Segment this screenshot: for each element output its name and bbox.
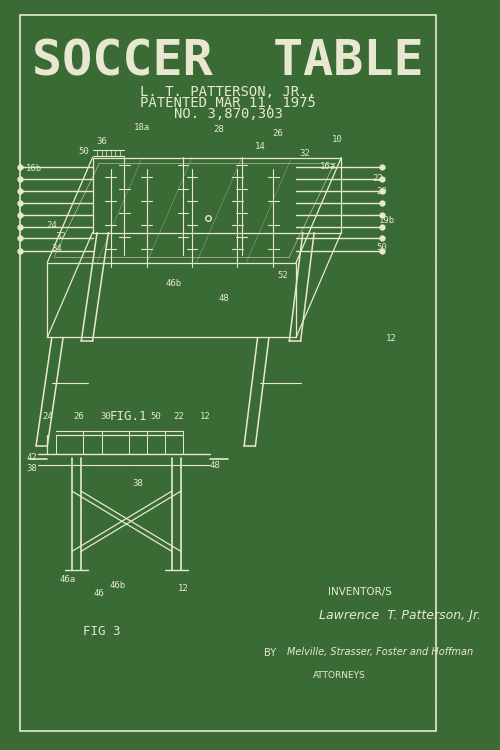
Text: 38: 38 (26, 464, 37, 473)
Text: ATTORNEYS: ATTORNEYS (312, 670, 366, 680)
Text: 26: 26 (74, 412, 85, 421)
Text: FIG 3: FIG 3 (83, 625, 120, 638)
Text: BY: BY (264, 647, 276, 658)
Text: 46b: 46b (110, 580, 126, 590)
Text: 50: 50 (78, 147, 89, 156)
Text: 10: 10 (332, 135, 342, 144)
Text: 24: 24 (42, 412, 52, 421)
Text: 48: 48 (218, 294, 229, 303)
Text: FIG.1: FIG.1 (110, 410, 148, 423)
Text: NO. 3,870,303: NO. 3,870,303 (174, 107, 282, 121)
Text: Lawrence  T. Patterson, Jr.: Lawrence T. Patterson, Jr. (318, 608, 480, 622)
Text: 50: 50 (150, 412, 161, 421)
Text: 16a: 16a (320, 162, 336, 171)
Text: 30: 30 (100, 412, 112, 421)
Text: 32: 32 (300, 149, 310, 158)
Text: Melville, Strasser, Foster and Hoffman: Melville, Strasser, Foster and Hoffman (287, 647, 473, 658)
Text: 22: 22 (372, 174, 383, 183)
Text: INVENTOR/S: INVENTOR/S (328, 587, 392, 598)
Text: 46: 46 (94, 590, 104, 598)
Text: 18a: 18a (134, 123, 150, 132)
Text: 20: 20 (376, 187, 388, 196)
Text: 16b: 16b (26, 164, 42, 173)
Text: L. T. PATTERSON, JR.,: L. T. PATTERSON, JR., (140, 85, 316, 98)
Text: 46a: 46a (60, 574, 76, 584)
Text: PATENTED MAR 11, 1975: PATENTED MAR 11, 1975 (140, 96, 316, 109)
Text: 24: 24 (46, 220, 57, 230)
Text: SOCCER  TABLE: SOCCER TABLE (32, 38, 424, 86)
Text: 22: 22 (173, 412, 184, 421)
Text: 42: 42 (26, 453, 37, 462)
Text: 26: 26 (272, 129, 283, 138)
Text: 38: 38 (132, 479, 143, 488)
Text: 19b: 19b (378, 216, 394, 225)
Text: 50: 50 (376, 243, 388, 252)
Text: 46b: 46b (166, 279, 182, 288)
Text: 12: 12 (178, 584, 188, 593)
Text: 34: 34 (51, 244, 62, 254)
Text: 14: 14 (254, 142, 266, 151)
Text: 12: 12 (386, 334, 396, 344)
Text: 48: 48 (210, 460, 220, 470)
Text: 12: 12 (200, 412, 211, 421)
Text: 28: 28 (214, 124, 224, 134)
Text: 32: 32 (56, 232, 66, 241)
Text: 52: 52 (277, 272, 288, 280)
Text: 36: 36 (96, 136, 107, 146)
